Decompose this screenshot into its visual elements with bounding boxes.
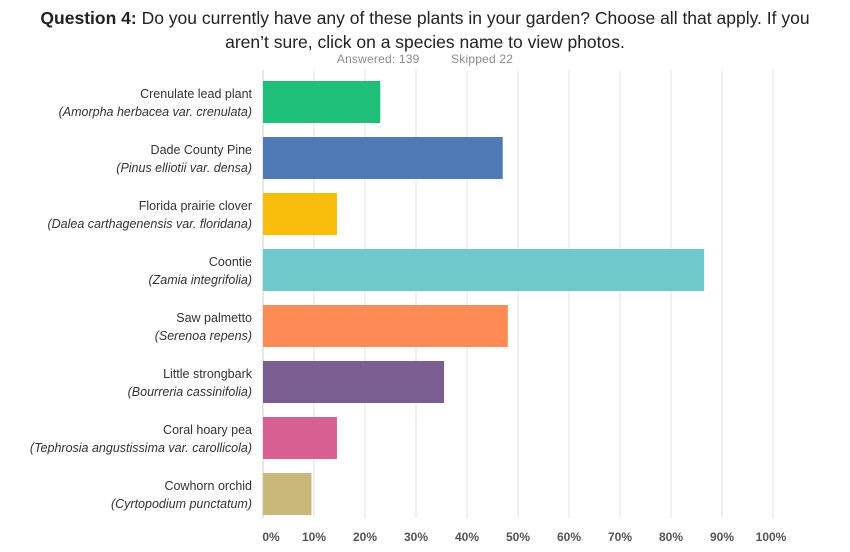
category-scientific-name: (Bourreria cassinifolia) (128, 385, 252, 399)
answered-stat: Answered: 139 (337, 52, 420, 66)
category-scientific-name: (Tephrosia angustissima var. carollicola… (30, 441, 252, 455)
category-label: Little strongbark (163, 367, 253, 381)
category-scientific-name: (Dalea carthagenensis var. floridana) (47, 217, 252, 231)
category-scientific-name: (Pinus elliotii var. densa) (116, 161, 252, 175)
x-tick-label: 60% (557, 530, 581, 544)
skipped-stat: Skipped 22 (451, 52, 513, 66)
category-label: Saw palmetto (176, 311, 252, 325)
x-tick-label: 100% (756, 530, 787, 544)
question-text: Do you currently have any of these plant… (141, 8, 810, 52)
x-tick-label: 90% (710, 530, 734, 544)
question-number: Question 4: (40, 8, 137, 28)
category-label: Crenulate lead plant (140, 87, 252, 101)
response-stats: Answered: 139 Skipped 22 (0, 52, 850, 66)
x-tick-label: 30% (404, 530, 428, 544)
bar-3 (263, 193, 337, 235)
answered-count: 139 (398, 52, 420, 66)
bar-4 (263, 249, 705, 291)
category-scientific-name: (Zamia integrifolia) (148, 273, 252, 287)
category-scientific-name: (Serenoa repens) (155, 329, 252, 343)
bar-6 (263, 361, 445, 403)
category-label: Florida prairie clover (139, 199, 252, 213)
category-scientific-name: (Amorpha herbacea var. crenulata) (59, 105, 252, 119)
chart-title: Question 4: Do you currently have any of… (20, 6, 830, 54)
skipped-count: 22 (499, 52, 514, 66)
x-tick-label: 20% (353, 530, 377, 544)
x-tick-label: 40% (455, 530, 479, 544)
category-scientific-name: (Cyrtopodium punctatum) (111, 497, 252, 511)
answered-label: Answered: (336, 52, 396, 66)
category-label: Coontie (209, 255, 252, 269)
skipped-label: Skipped (451, 52, 496, 66)
bar-7 (263, 417, 337, 459)
x-tick-label: 0% (262, 530, 280, 544)
bar-8 (263, 473, 312, 515)
bar-5 (263, 305, 508, 347)
category-label: Dade County Pine (151, 143, 253, 157)
bar-1 (263, 81, 381, 123)
x-tick-label: 50% (506, 530, 530, 544)
category-label: Coral hoary pea (163, 423, 252, 437)
x-tick-label: 80% (659, 530, 683, 544)
category-label: Cowhorn orchid (164, 479, 252, 493)
x-tick-label: 10% (302, 530, 326, 544)
x-tick-label: 70% (608, 530, 632, 544)
bar-2 (263, 137, 503, 179)
